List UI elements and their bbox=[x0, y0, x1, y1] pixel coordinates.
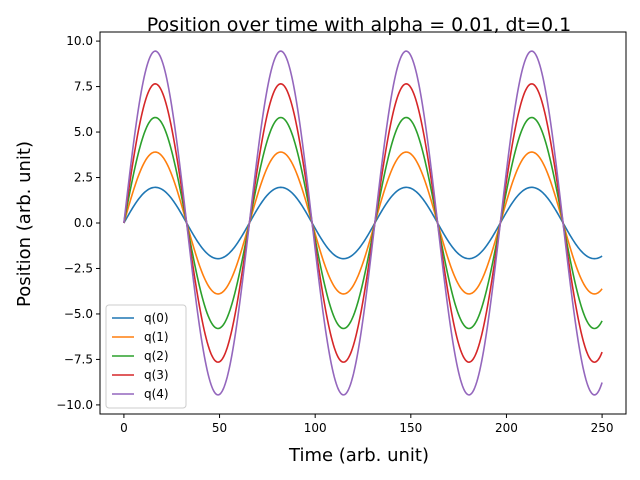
legend-label-q0: q(0) bbox=[144, 311, 169, 325]
x-tick-label: 50 bbox=[212, 421, 227, 435]
y-tick-label: −10.0 bbox=[56, 398, 93, 412]
series-line-q3 bbox=[123, 83, 603, 363]
x-tick-label: 100 bbox=[304, 421, 327, 435]
legend-label-q1: q(1) bbox=[144, 330, 169, 344]
x-axis-ticks: 0 50 100 150 200 250 bbox=[120, 414, 614, 435]
y-axis-title: Position (arb. unit) bbox=[14, 141, 35, 307]
y-tick-label: 10.0 bbox=[66, 34, 93, 48]
legend-label-q4: q(4) bbox=[144, 387, 169, 401]
y-tick-label: 0.0 bbox=[74, 216, 93, 230]
legend-label-q2: q(2) bbox=[144, 349, 169, 363]
y-tick-label: 2.5 bbox=[74, 171, 93, 185]
y-tick-label: 7.5 bbox=[74, 80, 93, 94]
x-axis-title: Time (arb. unit) bbox=[288, 445, 429, 466]
legend-box bbox=[105, 304, 187, 409]
y-axis-ticks: −10.0 −7.5 −5.0 −2.5 0.0 2.5 5.0 7.5 10.0 bbox=[56, 34, 100, 412]
x-tick-label: 0 bbox=[120, 421, 128, 435]
y-tick-label: −7.5 bbox=[64, 352, 93, 366]
x-tick-label: 250 bbox=[591, 421, 614, 435]
x-tick-label: 150 bbox=[399, 421, 422, 435]
x-tick-label: 200 bbox=[495, 421, 518, 435]
y-tick-label: 5.0 bbox=[74, 125, 93, 139]
series-line-q4 bbox=[123, 50, 603, 396]
chart-title: Position over time with alpha = 0.01, dt… bbox=[147, 14, 571, 36]
legend-label-q3: q(3) bbox=[144, 368, 169, 382]
series-line-q0 bbox=[123, 186, 603, 260]
series-layer bbox=[123, 50, 603, 396]
series-line-q1 bbox=[123, 151, 603, 295]
series-line-q2 bbox=[123, 116, 603, 330]
y-tick-label: −2.5 bbox=[64, 261, 93, 275]
y-tick-label: −5.0 bbox=[64, 307, 93, 321]
legend: q(0) q(1) q(2) q(3) q(4) bbox=[105, 304, 187, 409]
